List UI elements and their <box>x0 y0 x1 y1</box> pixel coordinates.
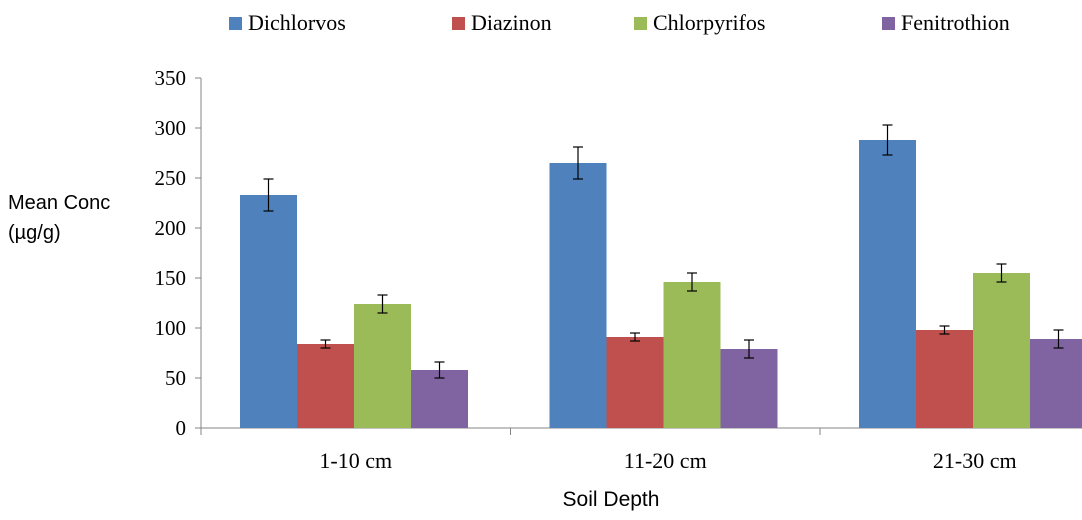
x-axis-title: Soil Depth <box>562 488 660 511</box>
bar <box>297 344 354 428</box>
bar <box>240 195 297 428</box>
legend: Dichlorvos Diazinon Chlorpyrifos Fenitro… <box>0 10 1082 40</box>
bar <box>606 337 664 428</box>
legend-item-chlorpyrifos: Chlorpyrifos <box>634 10 765 36</box>
legend-label-fenitrothion: Fenitrothion <box>901 10 1010 35</box>
y-axis-title-line-2: (µg/g) <box>8 222 61 244</box>
bar <box>354 304 411 428</box>
legend-swatch-dichlorvos <box>229 16 242 30</box>
x-axis-title-wrap: Soil Depth <box>0 488 1082 512</box>
y-tick-label: 150 <box>155 266 187 290</box>
bar <box>549 163 607 428</box>
legend-label-diazinon: Diazinon <box>471 10 552 35</box>
bar <box>859 140 916 428</box>
x-tick-label: 11-20 cm <box>624 448 707 473</box>
x-tick-label: 1-10 cm <box>319 448 392 473</box>
legend-item-fenitrothion: Fenitrothion <box>882 10 1010 36</box>
y-tick-label: 100 <box>155 316 187 340</box>
y-tick-label: 50 <box>165 366 186 390</box>
legend-item-dichlorvos: Dichlorvos <box>229 10 346 36</box>
y-tick-label: 200 <box>155 216 187 240</box>
bar <box>973 273 1030 428</box>
x-tick-label: 21-30 cm <box>933 448 1017 473</box>
legend-swatch-chlorpyrifos <box>634 16 647 30</box>
legend-item-diazinon: Diazinon <box>452 10 552 36</box>
bar <box>720 349 778 428</box>
y-tick-label: 250 <box>155 166 187 190</box>
bar <box>1030 339 1082 428</box>
bar <box>663 282 721 428</box>
bar <box>411 370 468 428</box>
legend-label-dichlorvos: Dichlorvos <box>248 10 346 35</box>
y-tick-label: 0 <box>176 416 187 440</box>
y-axis-title: Mean Conc (µg/g) <box>8 188 110 248</box>
y-axis-title-line-1: Mean Conc <box>8 192 111 214</box>
y-tick-label: 350 <box>155 66 187 90</box>
bar <box>916 330 973 428</box>
legend-label-chlorpyrifos: Chlorpyrifos <box>653 10 766 35</box>
legend-swatch-fenitrothion <box>882 16 895 30</box>
y-tick-label: 300 <box>155 116 187 140</box>
legend-swatch-diazinon <box>452 16 465 30</box>
